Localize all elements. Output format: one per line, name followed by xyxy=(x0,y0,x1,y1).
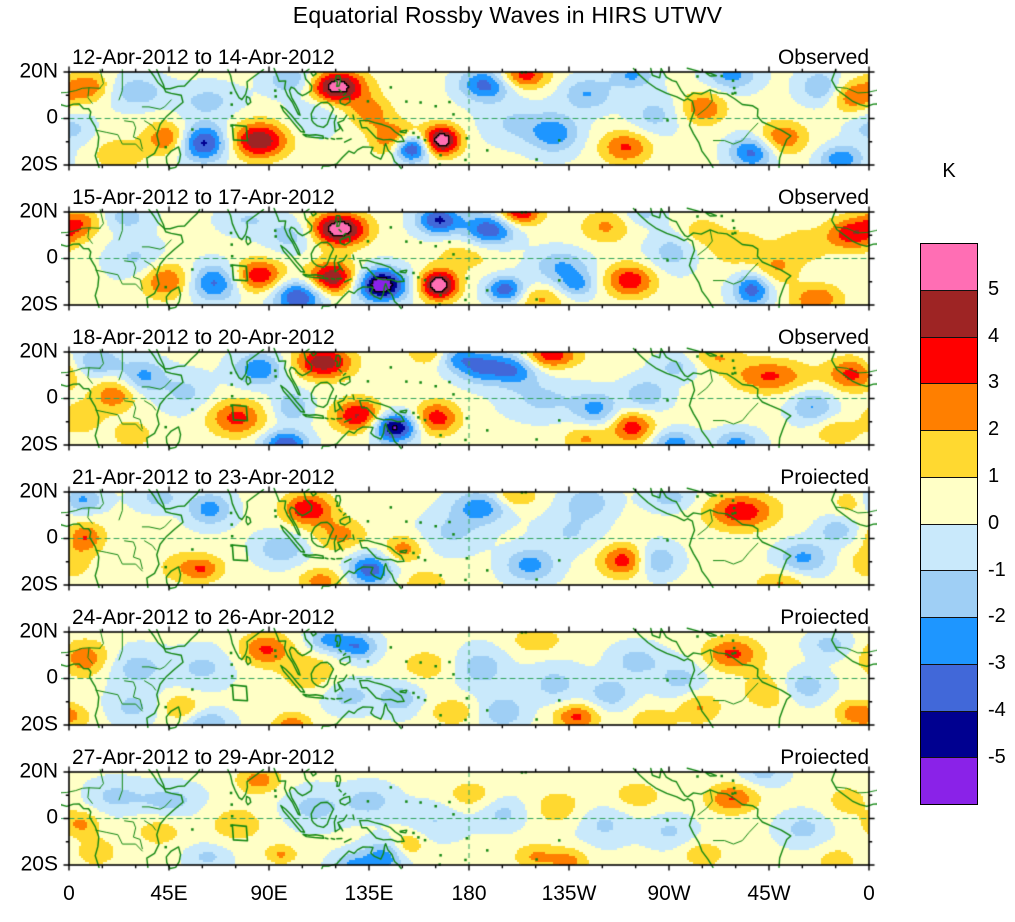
x-tick-label: 135E xyxy=(344,882,394,905)
panel-tag: Projected xyxy=(780,746,869,769)
y-tick-label: 20S xyxy=(20,292,58,316)
colorbar xyxy=(920,243,978,805)
panel-3: 18-Apr-2012 to 20-Apr-2012 Observed 20N … xyxy=(0,324,1015,464)
panel-2: 15-Apr-2012 to 17-Apr-2012 Observed 20N … xyxy=(0,184,1015,324)
colorbar-cell xyxy=(921,618,977,665)
panel-tag: Projected xyxy=(780,466,869,489)
panel-4: 21-Apr-2012 to 23-Apr-2012 Projected 20N… xyxy=(0,464,1015,604)
colorbar-tick-label: 5 xyxy=(988,278,1000,301)
colorbar-cell xyxy=(921,711,977,759)
y-tick-label: 20S xyxy=(20,432,58,456)
colorbar-cell xyxy=(921,758,977,804)
panel-date-range: 15-Apr-2012 to 17-Apr-2012 xyxy=(72,186,335,209)
panel-1: 12-Apr-2012 to 14-Apr-2012 Observed 20N … xyxy=(0,44,1015,184)
x-tick-label: 0 xyxy=(63,882,75,905)
x-tick-label: 90W xyxy=(647,882,691,905)
panel-date-range: 12-Apr-2012 to 14-Apr-2012 xyxy=(72,46,335,69)
panel-4-header: 21-Apr-2012 to 23-Apr-2012 Projected xyxy=(69,464,869,490)
colorbar-tick-label: 1 xyxy=(988,465,1000,488)
y-tick-label: 20N xyxy=(19,59,58,83)
colorbar-cell xyxy=(921,477,977,525)
colorbar-cell xyxy=(921,384,977,431)
y-tick-label: 0 xyxy=(46,245,58,269)
y-tick-label: 20S xyxy=(20,712,58,736)
colorbar-tick-label: -2 xyxy=(988,605,1006,628)
y-tick-label: 0 xyxy=(46,525,58,549)
map-canvas-5 xyxy=(61,624,877,733)
colorbar-cell xyxy=(921,524,977,572)
map-canvas-2 xyxy=(61,204,877,313)
colorbar-cell xyxy=(921,244,977,291)
colorbar-tick-label: 2 xyxy=(988,418,1000,441)
y-tick-label: 20N xyxy=(19,199,58,223)
figure-title: Equatorial Rossby Waves in HIRS UTWV xyxy=(292,2,723,28)
panel-tag: Observed xyxy=(777,186,869,209)
colorbar-tick-label: 3 xyxy=(988,371,1000,394)
map-canvas-1 xyxy=(61,64,877,173)
y-tick-label: 0 xyxy=(46,665,58,689)
panel-date-range: 21-Apr-2012 to 23-Apr-2012 xyxy=(72,466,335,489)
y-tick-label: 0 xyxy=(46,105,58,129)
panel-date-range: 18-Apr-2012 to 20-Apr-2012 xyxy=(72,326,335,349)
colorbar-cell xyxy=(921,337,977,385)
colorbar-tick-label: 4 xyxy=(988,325,1000,348)
colorbar-tick-label: -3 xyxy=(988,652,1006,675)
y-tick-label: 0 xyxy=(46,805,58,829)
panel-3-header: 18-Apr-2012 to 20-Apr-2012 Observed xyxy=(69,324,869,350)
x-tick-label: 135W xyxy=(541,882,597,905)
colorbar-tick-label: -1 xyxy=(988,559,1006,582)
colorbar-tick-label: -4 xyxy=(988,699,1006,722)
panel-6-header: 27-Apr-2012 to 29-Apr-2012 Projected xyxy=(69,744,869,770)
map-canvas-3 xyxy=(61,344,877,453)
y-tick-label: 20N xyxy=(19,759,58,783)
x-tick-label: 45W xyxy=(747,882,791,905)
panel-6: 27-Apr-2012 to 29-Apr-2012 Projected 20N… xyxy=(0,744,1015,884)
y-tick-label: 20S xyxy=(20,572,58,596)
y-tick-label: 20S xyxy=(20,152,58,176)
panel-tag: Observed xyxy=(777,46,869,69)
panel-date-range: 24-Apr-2012 to 26-Apr-2012 xyxy=(72,606,335,629)
colorbar-cell xyxy=(921,290,977,338)
y-tick-label: 20N xyxy=(19,619,58,643)
map-canvas-6 xyxy=(61,764,877,873)
y-tick-label: 20N xyxy=(19,339,58,363)
y-tick-label: 0 xyxy=(46,385,58,409)
panel-tag: Projected xyxy=(780,606,869,629)
map-canvas-4 xyxy=(61,484,877,593)
panel-1-header: 12-Apr-2012 to 14-Apr-2012 Observed xyxy=(69,44,869,70)
panel-5: 24-Apr-2012 to 26-Apr-2012 Projected 20N… xyxy=(0,604,1015,744)
colorbar-tick-label: -5 xyxy=(988,746,1006,769)
x-tick-label: 90E xyxy=(250,882,288,905)
colorbar-cell xyxy=(921,431,977,478)
y-tick-label: 20N xyxy=(19,479,58,503)
x-tick-label: 0 xyxy=(863,882,875,905)
colorbar-cell xyxy=(921,571,977,618)
x-tick-label: 45E xyxy=(150,882,188,905)
panel-tag: Observed xyxy=(777,326,869,349)
panel-5-header: 24-Apr-2012 to 26-Apr-2012 Projected xyxy=(69,604,869,630)
colorbar-unit-label: K xyxy=(942,160,956,182)
y-tick-label: 20S xyxy=(20,852,58,876)
colorbar-tick-label: 0 xyxy=(988,512,1000,535)
colorbar-cell xyxy=(921,664,977,712)
panel-date-range: 27-Apr-2012 to 29-Apr-2012 xyxy=(72,746,335,769)
panel-2-header: 15-Apr-2012 to 17-Apr-2012 Observed xyxy=(69,184,869,210)
x-tick-label: 180 xyxy=(451,882,487,905)
